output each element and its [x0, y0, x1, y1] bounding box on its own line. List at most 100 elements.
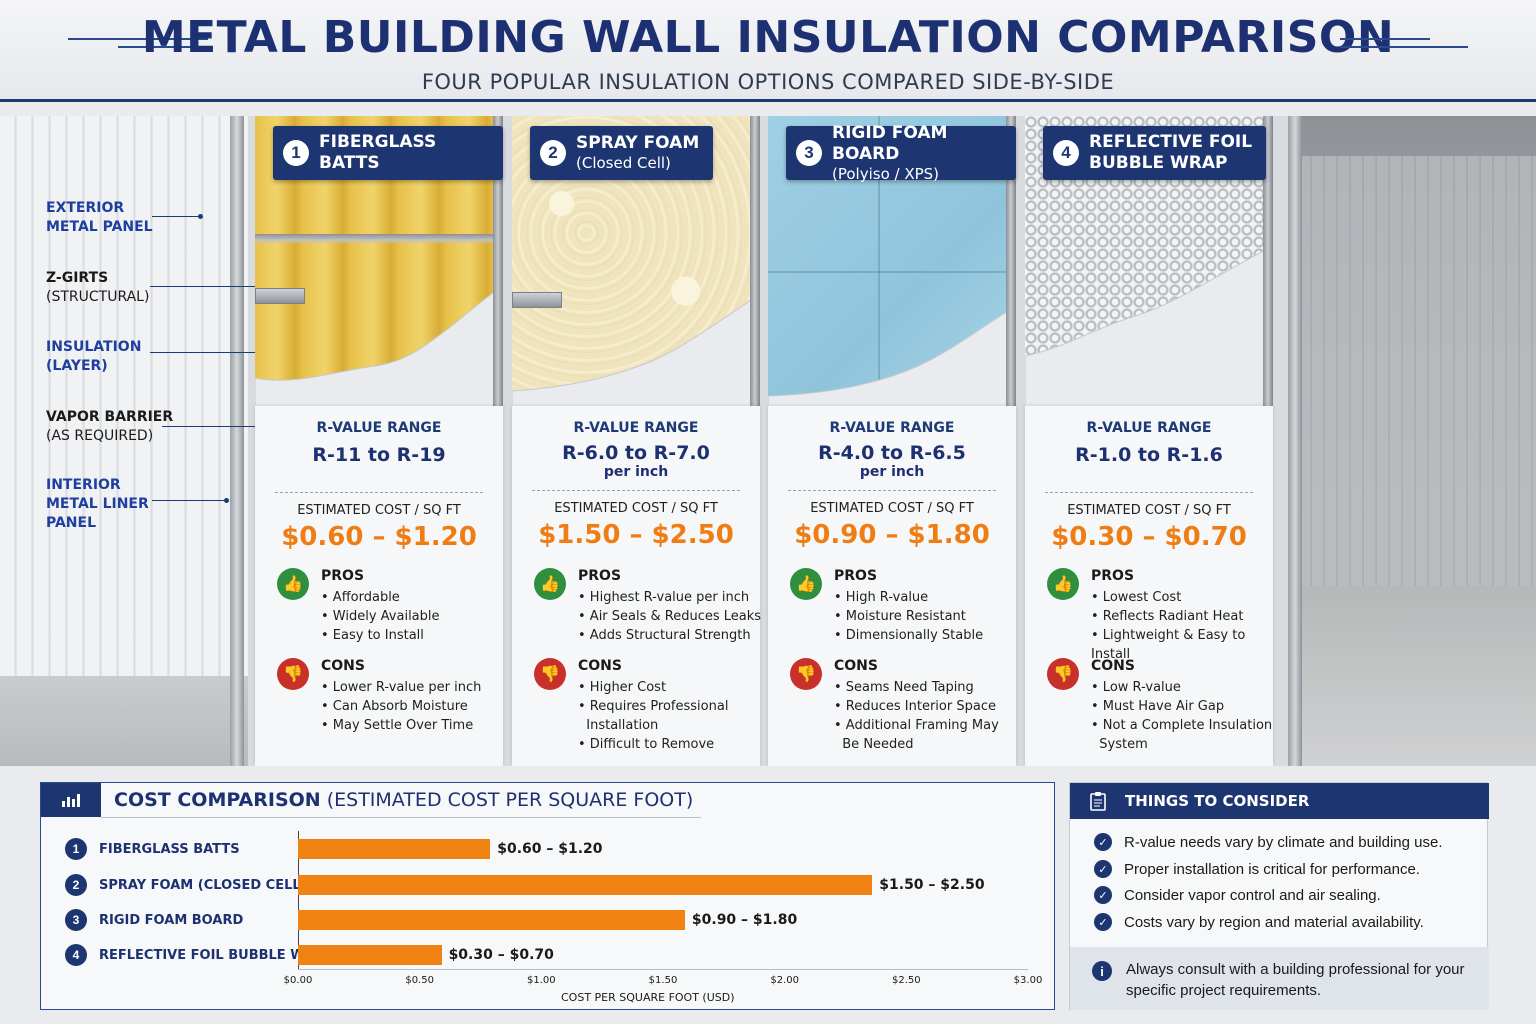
rvalue: R-1.0 to R-1.6 — [1075, 444, 1223, 466]
label-vapor-barrier: VAPOR BARRIER (AS REQUIRED) — [46, 409, 174, 444]
page-subtitle: FOUR POPULAR INSULATION OPTIONS COMPARED… — [421, 70, 1115, 94]
steel-stud — [750, 116, 760, 408]
con-item: System — [1091, 737, 1148, 752]
rvalue-label: R-VALUE RANGE — [1086, 420, 1212, 436]
steel-stud — [1263, 116, 1273, 408]
rvalue-label: R-VALUE RANGE — [573, 420, 699, 436]
bar-data-label: $0.90 – $1.80 — [691, 912, 798, 928]
label-insulation: INSULATION (LAYER) — [46, 339, 142, 374]
bar-data-label: $0.60 – $1.20 — [497, 841, 603, 857]
category-number: 4 — [65, 944, 87, 966]
metal-panel-tear — [768, 305, 1016, 408]
con-item: Be Needed — [834, 737, 914, 752]
thumbs-up-icon: 👍 — [790, 568, 822, 600]
x-axis-line — [298, 969, 1028, 970]
cost-comparison-panel: COST COMPARISON (ESTIMATED COST PER SQUA… — [40, 782, 1055, 1010]
x-axis-title: COST PER SQUARE FOOT (USD) — [561, 991, 735, 1004]
header-decor-left — [68, 38, 208, 54]
category-text: FIBERGLASS BATTS — [99, 841, 240, 857]
thumbs-up-icon: 👍 — [1047, 568, 1079, 600]
option-title: 3 RIGID FOAM BOARD (Polyiso / XPS) — [786, 123, 1016, 183]
thumbs-down-icon: 👎 — [534, 658, 566, 690]
thumbs-up-icon: 👍 — [534, 568, 566, 600]
pro-item: • Easy to Install — [321, 628, 424, 643]
option-reflective-foil: 4 REFLECTIVE FOIL BUBBLE WRAP R-VALUE RAN… — [1025, 116, 1273, 766]
category-number: 3 — [65, 909, 87, 931]
y-axis-line — [298, 831, 299, 969]
rvalue: R-4.0 to R-6.5 — [818, 442, 966, 464]
pro-item: • Lowest Cost — [1091, 590, 1182, 605]
thumbs-down-icon: 👎 — [277, 658, 309, 690]
x-tick-label: $3.00 — [1013, 975, 1043, 986]
steel-column — [230, 116, 244, 766]
label-exterior-panel: EXTERIOR METAL PANEL — [46, 200, 153, 235]
pro-item: • Highest R-value per inch — [578, 590, 750, 605]
consider-item: ✓ R-value needs vary by climate and build… — [1094, 831, 1443, 853]
info-icon: i — [1092, 961, 1112, 981]
pro-item: • Dimensionally Stable — [834, 628, 984, 643]
consider-title: THINGS TO CONSIDER — [1125, 792, 1310, 810]
option-title: 2 SPRAY FOAM (Closed Cell) — [530, 126, 714, 180]
option-number: 2 — [540, 140, 566, 166]
thumbs-down-icon: 👎 — [1047, 658, 1079, 690]
category-label: 2 SPRAY FOAM (CLOSED CELL) — [65, 873, 307, 897]
metal-panel-tear — [255, 285, 503, 408]
leader-line — [152, 214, 203, 219]
consult-note: i Always consult with a building profess… — [1070, 947, 1489, 1010]
pro-item: • Lightweight & Easy to Install — [1091, 628, 1246, 662]
rvalue-label: R-VALUE RANGE — [316, 420, 442, 436]
check-icon: ✓ — [1094, 833, 1112, 851]
con-item: • May Settle Over Time — [321, 718, 474, 733]
check-icon: ✓ — [1094, 913, 1112, 931]
category-number: 2 — [65, 874, 87, 896]
pro-item: • Widely Available — [321, 609, 440, 624]
option-title: 4 REFLECTIVE FOIL BUBBLE WRAP — [1043, 126, 1267, 180]
option-title: 1 FIBERGLASS BATTS — [273, 126, 503, 180]
option-rigid-foam-board: 3 RIGID FOAM BOARD (Polyiso / XPS) R-VALU… — [768, 116, 1016, 766]
option-info-card: R-VALUE RANGE R-4.0 to R-6.5 per inch ES… — [768, 406, 1016, 766]
bar-data-label: $1.50 – $2.50 — [879, 877, 985, 893]
category-number: 1 — [65, 838, 87, 860]
pro-item: • High R-value — [834, 590, 929, 605]
rvalue-label: R-VALUE RANGE — [829, 420, 955, 436]
con-item: • Higher Cost — [578, 680, 667, 695]
rvalue: R-6.0 to R-7.0 — [562, 442, 710, 464]
things-to-consider-panel: THINGS TO CONSIDER ✓ R-value needs vary b… — [1069, 782, 1489, 1010]
x-tick-label: $1.50 — [648, 975, 678, 986]
x-tick-label: $2.50 — [892, 975, 921, 986]
con-item: • Seams Need Taping — [834, 680, 974, 695]
metal-panel-tear — [512, 293, 760, 408]
cost-label: ESTIMATED COST / SQ FT — [297, 503, 461, 518]
bar — [298, 945, 442, 965]
category-label: 3 RIGID FOAM BOARD — [65, 908, 243, 932]
consider-item: ✓ Costs vary by region and material avail… — [1094, 911, 1424, 933]
bar — [298, 839, 491, 859]
con-item: • Requires Professional — [578, 699, 729, 714]
bar-data-label: $0.30 – $0.70 — [448, 947, 554, 963]
label-interior-liner: INTERIOR METAL LINER PANEL — [46, 477, 149, 531]
con-item: • Difficult to Remove — [578, 737, 715, 752]
option-info-card: R-VALUE RANGE R-1.0 to R-1.6 ESTIMATED C… — [1025, 406, 1273, 766]
cost-label: ESTIMATED COST / SQ FT — [554, 501, 718, 516]
check-icon: ✓ — [1094, 886, 1112, 904]
rvalue-unit: per inch — [859, 464, 925, 480]
cost-value: $0.90 – $1.80 — [794, 520, 990, 550]
x-tick-label: $0.50 — [405, 975, 434, 986]
cost-label: ESTIMATED COST / SQ FT — [810, 501, 974, 516]
thumbs-up-icon: 👍 — [277, 568, 309, 600]
cost-label: ESTIMATED COST / SQ FT — [1067, 503, 1231, 518]
header: METAL BUILDING WALL INSULATION COMPARISO… — [0, 0, 1536, 102]
exterior-ground — [0, 676, 248, 766]
pro-item: • Reflects Radiant Heat — [1091, 609, 1244, 624]
steel-stud — [493, 116, 503, 408]
pro-item: • Affordable — [321, 590, 400, 605]
wall-section-illustration: EXTERIOR METAL PANEL Z-GIRTS (STRUCTURAL… — [0, 116, 1536, 766]
con-item: • Low R-value — [1091, 680, 1181, 695]
x-tick-label: $0.00 — [283, 975, 313, 986]
page-title: METAL BUILDING WALL INSULATION COMPARISO… — [141, 12, 1395, 63]
con-item: • Lower R-value per inch — [321, 680, 482, 695]
cost-comparison-header: COST COMPARISON (ESTIMATED COST PER SQUA… — [41, 783, 1056, 818]
consider-header: THINGS TO CONSIDER — [1070, 783, 1489, 819]
check-icon: ✓ — [1094, 860, 1112, 878]
steel-column — [1288, 116, 1302, 766]
